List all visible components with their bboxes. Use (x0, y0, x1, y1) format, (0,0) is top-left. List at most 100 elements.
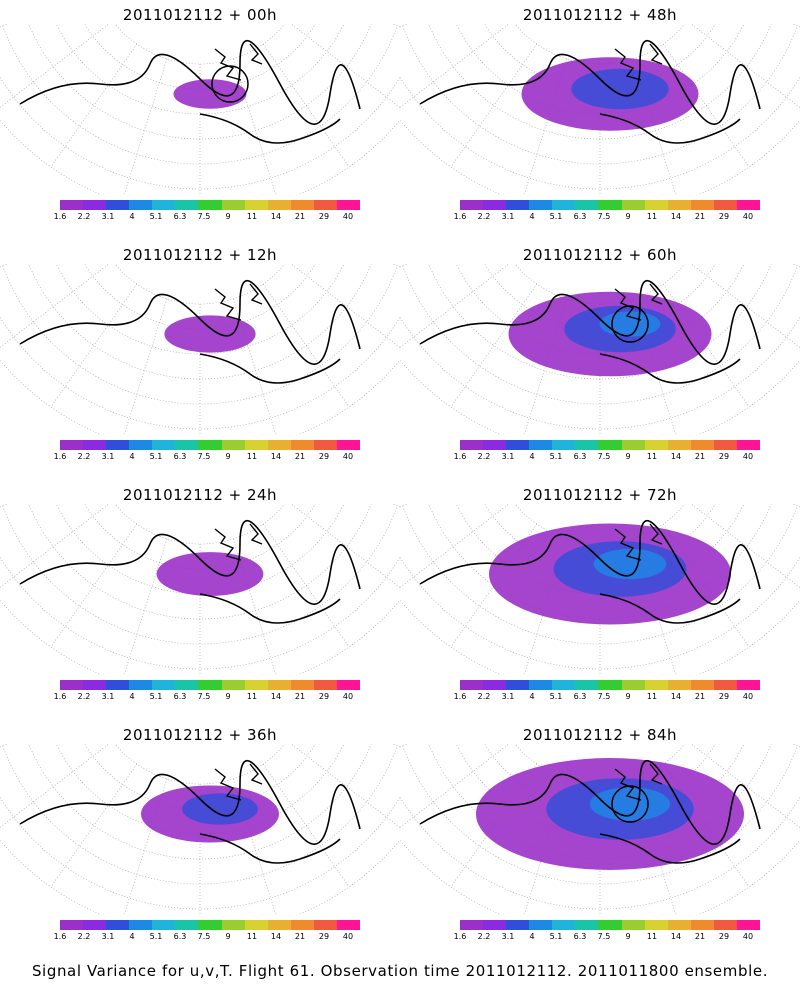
colorbar-swatch (483, 680, 507, 690)
colorbar-tick-label: 6.3 (573, 692, 587, 701)
colorbar-tick-label: 2.2 (477, 692, 491, 701)
colorbar-tick-label: 9 (625, 452, 631, 461)
colorbar-tick-label: 21 (694, 212, 706, 221)
colorbar-tick-label: 7.5 (597, 212, 611, 221)
colorbar-swatch (60, 200, 84, 210)
colorbar-swatch (736, 920, 761, 930)
colorbar-swatch (552, 200, 576, 210)
colorbar-tick-label: 1.6 (53, 692, 67, 701)
colorbar-tick-label: 11 (246, 932, 258, 941)
colorbar (460, 920, 761, 930)
colorbar-tick-label: 40 (342, 212, 354, 221)
map-panel: 2011012112 + 24h 1.6 2.2 3.1 4 5.1 6.3 7.5 9 11 14… (0, 480, 400, 720)
colorbar-swatch (152, 680, 176, 690)
colorbar-swatch (175, 440, 199, 450)
colorbar-tick-label: 11 (646, 212, 658, 221)
colorbar-swatch (244, 200, 268, 210)
map-panel: 2011012112 + 60h 1.6 2.2 3.1 4 5.1 6.3 7.5 9 11 14… (400, 240, 800, 480)
colorbar-tick-label: 2.2 (477, 452, 491, 461)
colorbar-swatch (529, 680, 553, 690)
colorbar-swatch (690, 440, 714, 450)
colorbar-tick-label: 6.3 (573, 212, 587, 221)
colorbar-tick-label: 21 (294, 452, 306, 461)
colorbar-tick-label: 9 (225, 932, 231, 941)
colorbar-swatch (483, 920, 507, 930)
panel-title: 2011012112 + 48h (522, 6, 678, 24)
colorbar-tick-label: 7.5 (597, 452, 611, 461)
colorbar-tick-label: 29 (718, 932, 730, 941)
colorbar-swatch (621, 920, 645, 930)
colorbar-tick-label: 21 (694, 692, 706, 701)
map-panel: 2011012112 + 36h 1.6 2.2 3.1 4 5.1 6.3 7.5 9 11 14… (0, 720, 400, 960)
colorbar-swatch (152, 440, 176, 450)
colorbar-tick-label: 14 (270, 452, 282, 461)
colorbar-swatch (175, 680, 199, 690)
colorbar-swatch (575, 440, 599, 450)
colorbar-swatch (667, 920, 691, 930)
colorbar-swatch (60, 440, 84, 450)
colorbar-swatch (529, 440, 553, 450)
colorbar-swatch (690, 920, 714, 930)
colorbar-tick-label: 5.1 (549, 212, 563, 221)
colorbar-swatch (529, 200, 553, 210)
colorbar-tick-label: 14 (270, 692, 282, 701)
colorbar-tick-label: 1.6 (53, 452, 67, 461)
colorbar-swatch (290, 920, 314, 930)
colorbar-tick-label: 7.5 (197, 452, 211, 461)
colorbar-swatch (483, 440, 507, 450)
colorbar-swatch (552, 680, 576, 690)
colorbar-tick-label: 40 (342, 692, 354, 701)
colorbar-swatch (106, 680, 130, 690)
colorbar-tick-label: 3.1 (501, 212, 515, 221)
colorbar-swatch (644, 920, 668, 930)
colorbar-tick-label: 6.3 (573, 452, 587, 461)
colorbar-swatch (575, 680, 599, 690)
colorbar-swatch (483, 200, 507, 210)
colorbar-swatch (575, 200, 599, 210)
colorbar-tick-label: 14 (270, 212, 282, 221)
colorbar-tick-label: 3.1 (501, 932, 515, 941)
colorbar-swatch (644, 680, 668, 690)
colorbar-swatch (736, 200, 761, 210)
panel-title: 2011012112 + 24h (122, 486, 278, 504)
map-panel: 2011012112 + 72h 1.6 2.2 3.1 4 5.1 6.3 7.5 9 11 14… (400, 480, 800, 720)
panel-title: 2011012112 + 60h (522, 246, 678, 264)
colorbar-tick-label: 21 (694, 932, 706, 941)
colorbar-swatch (460, 440, 484, 450)
colorbar-tick-label: 5.1 (149, 212, 163, 221)
colorbar-tick-label: 29 (318, 212, 330, 221)
colorbar-tick-label: 5.1 (549, 452, 563, 461)
colorbar-swatch (667, 200, 691, 210)
colorbar-tick-label: 5.1 (549, 692, 563, 701)
colorbar-swatch (690, 200, 714, 210)
colorbar-tick-label: 29 (718, 692, 730, 701)
colorbar-swatch (552, 920, 576, 930)
colorbar-swatch (175, 200, 199, 210)
colorbar-tick-label: 4 (529, 692, 535, 701)
colorbar-tick-label: 4 (129, 212, 135, 221)
colorbar-swatch (129, 920, 153, 930)
colorbar (60, 200, 361, 210)
colorbar-tick-label: 3.1 (101, 692, 115, 701)
map-panel: 2011012112 + 84h 1.6 2.2 3.1 4 5.1 6.3 7.5 9 11 14… (400, 720, 800, 960)
colorbar-swatch (736, 440, 761, 450)
colorbar-ticks: 1.6 2.2 3.1 4 5.1 6.3 7.5 9 11 14 21 29 40 (48, 212, 378, 224)
colorbar-tick-label: 4 (529, 452, 535, 461)
colorbar-swatch (713, 920, 737, 930)
colorbar-tick-label: 1.6 (453, 932, 467, 941)
colorbar-swatch (152, 200, 176, 210)
colorbar-swatch (267, 440, 291, 450)
colorbar-swatch (736, 680, 761, 690)
colorbar-swatch (621, 200, 645, 210)
colorbar-tick-label: 21 (694, 452, 706, 461)
colorbar-ticks: 1.6 2.2 3.1 4 5.1 6.3 7.5 9 11 14 21 29 40 (48, 932, 378, 944)
colorbar-swatch (598, 200, 622, 210)
colorbar-swatch (129, 200, 153, 210)
colorbar-tick-label: 11 (246, 212, 258, 221)
colorbar-tick-label: 7.5 (197, 692, 211, 701)
colorbar-tick-label: 4 (129, 692, 135, 701)
colorbar-swatch (598, 680, 622, 690)
colorbar-tick-label: 2.2 (77, 452, 91, 461)
colorbar-swatch (221, 680, 245, 690)
colorbar (460, 680, 761, 690)
